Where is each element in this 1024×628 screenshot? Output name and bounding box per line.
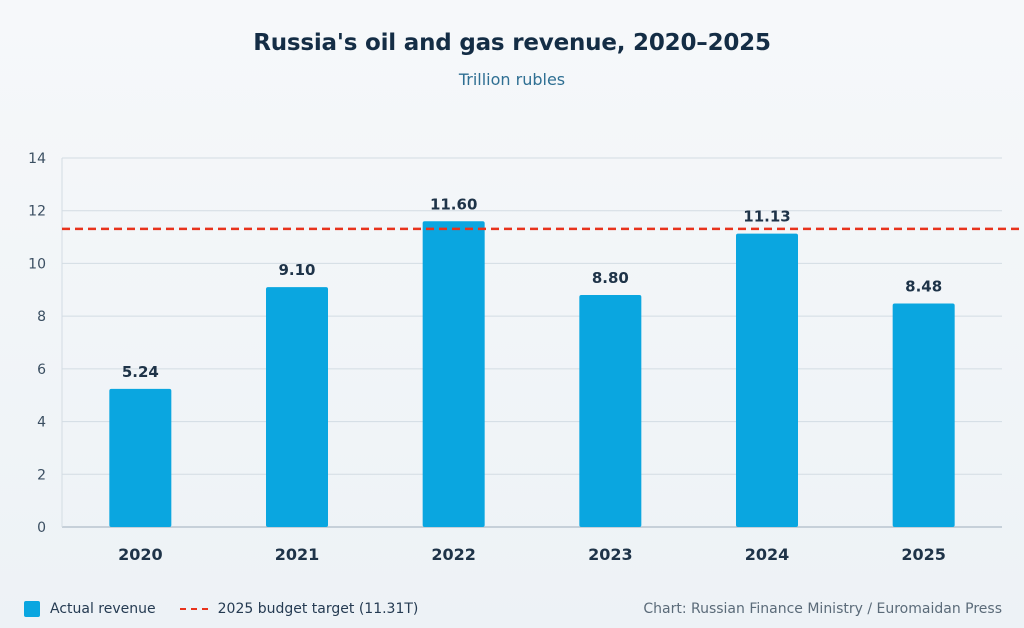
y-tick-label: 6 xyxy=(37,362,46,378)
bar xyxy=(579,295,642,527)
x-tick-label: 2025 xyxy=(901,545,946,564)
bar xyxy=(109,388,172,527)
data-label: 9.10 xyxy=(278,261,315,279)
bar xyxy=(892,303,955,527)
legend-label-target: 2025 budget target (11.31T) xyxy=(217,601,419,617)
y-tick-label: 12 xyxy=(28,204,46,220)
x-tick-label: 2024 xyxy=(745,545,790,564)
y-tick-label: 14 xyxy=(28,151,46,167)
x-tick-label: 2020 xyxy=(118,545,163,564)
chart-subtitle: Trillion rubles xyxy=(458,70,566,89)
x-tick-label: 2022 xyxy=(431,545,476,564)
x-tick-label: 2021 xyxy=(275,545,320,564)
data-label: 5.24 xyxy=(122,363,159,381)
x-tick-label: 2023 xyxy=(588,545,633,564)
legend-label-actual: Actual revenue xyxy=(50,601,156,617)
y-tick-label: 0 xyxy=(37,520,46,536)
legend-swatch-target xyxy=(179,608,208,610)
legend: Actual revenue 2025 budget target (11.31… xyxy=(24,598,418,620)
y-tick-label: 8 xyxy=(37,309,46,325)
y-tick-label: 4 xyxy=(37,415,46,431)
source-note: Chart: Russian Finance Ministry / Euroma… xyxy=(643,601,1002,617)
data-label: 11.60 xyxy=(430,195,477,213)
data-label: 11.13 xyxy=(743,208,790,226)
y-tick-label: 10 xyxy=(28,256,46,272)
data-label: 8.48 xyxy=(905,277,942,295)
legend-swatch-actual xyxy=(24,601,40,617)
y-tick-label: 2 xyxy=(37,467,46,483)
data-label: 8.80 xyxy=(592,269,629,287)
chart-title: Russia's oil and gas revenue, 2020–2025 xyxy=(253,30,771,56)
bar xyxy=(736,233,798,527)
bar xyxy=(422,221,485,527)
bar xyxy=(266,287,328,527)
